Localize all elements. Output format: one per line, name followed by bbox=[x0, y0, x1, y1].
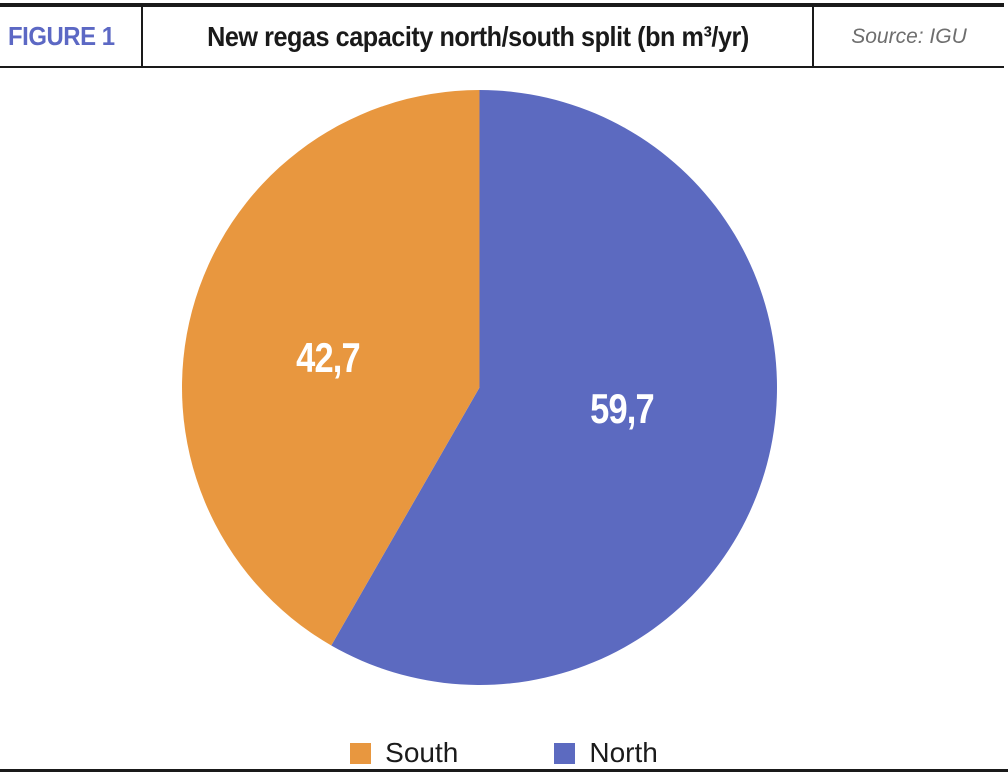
source-attribution: Source: IGU bbox=[851, 24, 967, 48]
legend-item-north: North bbox=[554, 737, 658, 768]
figure-label-cell: FIGURE 1 bbox=[0, 7, 143, 66]
legend-label-south: South bbox=[385, 737, 459, 768]
legend-swatch-north bbox=[554, 742, 576, 764]
pie-value-north: 59,7 bbox=[590, 385, 655, 432]
bottom-rule bbox=[0, 769, 1008, 772]
pie-value-south: 42,7 bbox=[296, 334, 361, 381]
pie-slice-north bbox=[331, 90, 777, 685]
legend-item-south: South bbox=[350, 739, 458, 767]
figure-title-cell: New regas capacity north/south split (bn… bbox=[143, 7, 814, 66]
figure-source-cell: Source: IGU bbox=[814, 7, 1004, 66]
legend-label-north: North bbox=[589, 737, 658, 768]
figure-title: New regas capacity north/south split (bn… bbox=[206, 20, 749, 52]
legend-swatch-south bbox=[350, 742, 372, 764]
chart-legend: South North bbox=[0, 739, 1008, 767]
figure-header: FIGURE 1 New regas capacity north/south … bbox=[0, 3, 1004, 68]
pie-chart: 59,7 42,7 bbox=[182, 90, 777, 685]
pie-slice-south bbox=[182, 90, 480, 646]
figure-label: FIGURE 1 bbox=[8, 21, 115, 51]
pie-chart-svg bbox=[182, 90, 777, 685]
